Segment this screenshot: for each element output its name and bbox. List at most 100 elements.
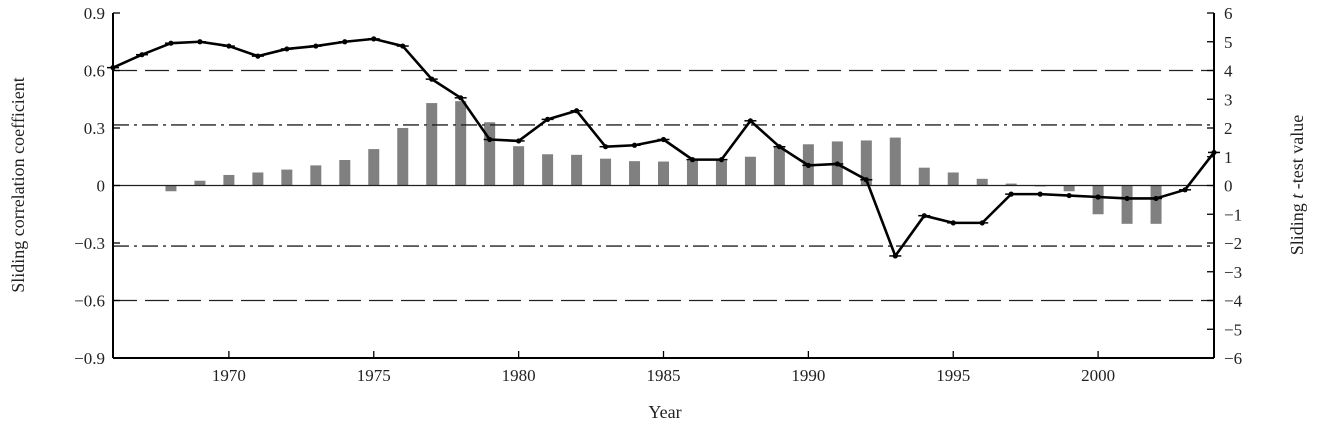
line-point-1977	[429, 76, 435, 82]
x-tick-label: 1970	[212, 366, 246, 385]
bar-1988	[744, 156, 756, 186]
x-axis-title: Year	[648, 402, 681, 422]
bar-1973	[310, 165, 322, 186]
line-point-1975	[371, 36, 377, 42]
right-tick-label: 3	[1224, 90, 1233, 109]
line-point-1979	[487, 136, 493, 143]
bar-1987	[715, 160, 727, 186]
line-point-1980	[516, 138, 522, 144]
line-point-1994	[921, 213, 927, 219]
bar-2001	[1121, 185, 1133, 224]
line-point-1972	[284, 46, 290, 52]
bar-1977	[426, 103, 438, 186]
bar-1980	[513, 146, 525, 186]
left-tick-label: 0.9	[84, 4, 105, 23]
bar-1983	[600, 158, 612, 186]
left-tick-label: 0.3	[84, 119, 105, 138]
line-point-1969	[197, 39, 203, 45]
line-point-1997	[1008, 191, 1014, 197]
line-point-1987	[718, 157, 725, 163]
line-point-1993	[892, 253, 898, 259]
line-point-1973	[313, 43, 319, 49]
line-point-1978	[458, 95, 464, 101]
line-point-1984	[631, 142, 638, 148]
bar-2002	[1150, 185, 1162, 224]
line-point-1985	[660, 136, 667, 143]
right-y-axis-title-part-2: t	[1287, 193, 1307, 199]
t-test-line	[112, 37, 1216, 258]
right-y-axis-title-part-1: Sliding	[1287, 199, 1307, 256]
bar-1972	[281, 169, 293, 186]
bar-1994	[918, 167, 930, 186]
bar-1978	[455, 101, 467, 186]
line-point-1995	[950, 220, 956, 226]
line-point-1974	[342, 39, 348, 45]
x-tick-label: 1995	[936, 366, 970, 385]
right-tick-label: 0	[1224, 177, 1233, 196]
line-point-1986	[689, 157, 696, 163]
line-point-1982	[573, 108, 580, 114]
left-tick-label: −0.6	[74, 292, 105, 311]
bar-1982	[571, 154, 583, 186]
line-point-2001	[1124, 195, 1130, 202]
bar-1975	[368, 149, 380, 186]
left-tick-label: 0.6	[84, 62, 105, 81]
bar-1992	[860, 140, 872, 186]
axes	[112, 12, 1215, 359]
right-tick-label: 4	[1224, 62, 1233, 81]
line-point-1996	[979, 220, 985, 226]
left-tick-label: −0.9	[74, 349, 105, 368]
line-point-1992	[863, 177, 869, 183]
x-tick-label: 1990	[791, 366, 825, 385]
line-point-1989	[776, 144, 782, 150]
bar-1997	[1005, 183, 1017, 186]
right-tick-label: −6	[1224, 349, 1242, 368]
line-point-1976	[400, 43, 406, 49]
right-y-axis-title: Sliding t -test value	[1287, 115, 1307, 256]
bar-1981	[542, 154, 554, 186]
right-tick-label: −3	[1224, 263, 1242, 282]
line-point-1998	[1037, 191, 1043, 197]
tick-labels: 0.9 0.6 0.3 0 −0.3 −0.6 −0.9 6 5 4 3 2 1 0 −1 −2 −3 −4 −5 −…	[74, 4, 1242, 385]
bar-1979	[484, 122, 496, 186]
line-point-1968	[168, 40, 174, 46]
bar-1999	[1063, 185, 1075, 192]
right-tick-label: 5	[1224, 33, 1233, 52]
line-point-1967	[139, 52, 145, 58]
bar-1969	[194, 180, 206, 186]
bar-series	[165, 101, 1162, 224]
bar-1995	[947, 172, 959, 186]
bar-1993	[889, 137, 901, 186]
bar-1968	[165, 185, 177, 192]
right-tick-label: 6	[1224, 4, 1233, 23]
line-point-1971	[255, 53, 261, 59]
x-tick-label: 1985	[647, 366, 681, 385]
bar-1974	[339, 160, 351, 186]
line-point-1990	[805, 162, 811, 168]
x-tick-label: 2000	[1081, 366, 1115, 385]
right-tick-label: −4	[1224, 292, 1243, 311]
right-tick-label: −5	[1224, 320, 1242, 339]
line-point-2000	[1095, 194, 1101, 200]
x-tick-label: 1980	[502, 366, 536, 385]
line-point-1988	[747, 118, 754, 124]
bar-1970	[223, 174, 235, 186]
right-tick-label: −2	[1224, 234, 1242, 253]
line-point-1999	[1066, 192, 1072, 199]
bar-1996	[976, 178, 988, 186]
left-tick-label: 0	[97, 177, 106, 196]
line-point-1991	[834, 161, 840, 167]
right-tick-label: 2	[1224, 119, 1233, 138]
reference-lines	[113, 69, 1214, 302]
x-tick-label: 1975	[357, 366, 391, 385]
bar-2000	[1092, 185, 1104, 215]
line-point-2002	[1153, 195, 1159, 202]
bar-1986	[686, 160, 698, 186]
right-tick-label: −1	[1224, 205, 1242, 224]
bar-1989	[773, 147, 785, 186]
bar-1985	[658, 161, 669, 186]
right-tick-label: 1	[1224, 148, 1233, 167]
bar-1984	[629, 161, 641, 186]
bar-1976	[397, 128, 409, 186]
